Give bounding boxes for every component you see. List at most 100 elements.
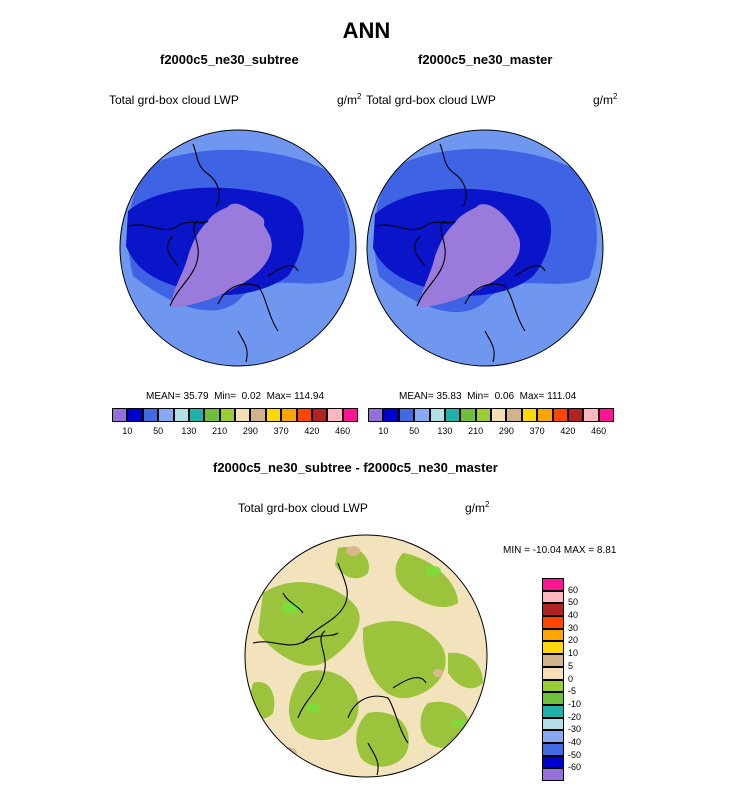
panel3-colorbar-tick-label: -40	[568, 736, 582, 747]
panel2-colorbar-tick-label: 210	[468, 426, 484, 436]
panel2-colorbar-tick-label: 420	[560, 426, 576, 436]
panel2-colorbar-swatch	[383, 408, 399, 422]
panel1-colorbar-swatch	[142, 408, 159, 422]
panel3-colorbar-tick-label: 10	[568, 648, 579, 659]
panel2-colorbar-swatch	[598, 408, 614, 422]
panel2-title: f2000c5_ne30_master	[418, 52, 553, 67]
panel3-colorbar-tick-label: -10	[568, 698, 582, 709]
panel3-colorbar-swatch	[542, 717, 564, 731]
panel3-colorbar-tick-label: -50	[568, 749, 582, 760]
panel1-mean: 35.79	[183, 391, 209, 402]
panel3-colorbar-tick-label: -5	[568, 686, 577, 697]
panel3-colorbar-swatch	[542, 654, 564, 667]
panel3-colorbar-swatch	[542, 666, 564, 680]
panel1-colorbar-swatch	[235, 408, 251, 422]
panel1-min: 0.02	[241, 391, 262, 402]
panel2-colorbar-swatch	[429, 408, 445, 422]
panel3-units: g/m2	[465, 500, 490, 515]
panel2-colorbar-swatch	[552, 408, 568, 422]
panel3-colorbar-tick-label: 50	[568, 597, 579, 608]
panel1-colorbar-tick-label: 210	[212, 426, 228, 436]
panel3-colorbar-tick-label: 60	[568, 584, 579, 595]
panel3-colorbar-tick-label: -30	[568, 724, 582, 735]
panel2-colorbar-tick-label: 460	[591, 426, 607, 436]
panel3-variable-label: Total grd-box cloud LWP	[238, 501, 368, 515]
panel2-units: g/m2	[593, 92, 618, 107]
panel1-colorbar-swatch	[327, 408, 343, 422]
panel2-colorbar-swatch	[368, 408, 384, 422]
panel3-colorbar-swatch	[542, 742, 564, 756]
panel1-title: f2000c5_ne30_subtree	[160, 52, 299, 67]
panel3-colorbar-tick-label: 30	[568, 622, 579, 633]
panel3-colorbar-swatch	[542, 692, 564, 705]
panel2-colorbar-tick-label: 370	[529, 426, 545, 436]
panel1-colorbar-swatch	[250, 408, 266, 422]
panel2-colorbar-swatch	[537, 408, 553, 422]
panel3-colorbar-swatch	[542, 679, 564, 693]
panel1-colorbar-tick-label: 460	[335, 426, 351, 436]
panel1-colorbar-swatch	[127, 408, 143, 422]
panel1-units: g/m2	[337, 92, 362, 107]
panel3-colorbar-swatch	[542, 603, 564, 617]
panel2-colorbar-swatch	[506, 408, 522, 422]
panel3-colorbar-swatch	[542, 755, 564, 769]
panel1-stats: MEAN= 35.79 Min= 0.02 Max= 114.94	[146, 391, 325, 402]
panel2-colorbar-labels: 10 50 130 210 290 370 420 460	[368, 426, 614, 438]
panel1-colorbar-swatch	[173, 408, 189, 422]
panel1-colorbar	[112, 408, 358, 422]
panel1-colorbar-tick-label: 50	[153, 426, 164, 436]
panel2-colorbar-tick-label: 50	[409, 426, 420, 436]
panel2-colorbar-swatch	[414, 408, 430, 422]
panel1-colorbar-tick-label: 290	[242, 426, 258, 436]
panel1-variable-label: Total grd-box cloud LWP	[109, 93, 239, 107]
panel3-colorbar-swatch	[542, 641, 564, 655]
figure-title: ANN	[342, 18, 391, 43]
panel1-colorbar-swatch	[342, 408, 358, 422]
panel1-colorbar-swatch	[311, 408, 328, 422]
panel2-stats: MEAN= 35.83 Min= 0.06 Max= 111.04	[399, 391, 577, 402]
panel1-colorbar-tick-label: 10	[122, 426, 133, 436]
panel1-colorbar-swatch	[112, 408, 128, 422]
panel2-min: 0.06	[494, 391, 515, 402]
panel3-colorbar-swatch	[542, 616, 564, 629]
panel2-colorbar-swatch	[398, 408, 415, 422]
panel3-colorbar-swatch	[542, 590, 564, 604]
panel3-colorbar	[542, 578, 564, 781]
panel2-variable-label: Total grd-box cloud LWP	[366, 93, 496, 107]
panel1-colorbar-swatch	[281, 408, 297, 422]
panel3-region-negative-difference-patches	[281, 566, 464, 727]
panel3-colorbar-tick-label: -20	[568, 711, 582, 722]
panel1-map	[119, 129, 357, 367]
panel3-map	[244, 534, 488, 778]
panel2-colorbar-swatch	[491, 408, 507, 422]
panel2-mean: 35.83	[436, 391, 462, 402]
panel2-colorbar-tick-label: 10	[378, 426, 389, 436]
panel3-colorbar-swatch	[542, 704, 564, 718]
panel2-colorbar-tick-label: 290	[498, 426, 514, 436]
panel3-colorbar-tick-label: 20	[568, 635, 579, 646]
panel1-colorbar-tick-label: 370	[273, 426, 289, 436]
panel1-colorbar-swatch	[265, 408, 282, 422]
panel3-colorbar-swatch	[542, 730, 564, 743]
panel1-colorbar-swatch	[296, 408, 312, 422]
panel3-stats: MIN = -10.04 MAX = 8.81	[503, 545, 617, 556]
panel1-max: 114.94	[294, 391, 325, 402]
panel2-colorbar-tick-label: 130	[437, 426, 453, 436]
panel1-colorbar-labels: 10 50 130 210 290 370 420 460	[112, 426, 358, 438]
panel3-colorbar-swatch	[542, 628, 564, 642]
panel2-colorbar	[368, 408, 614, 422]
panel1-colorbar-tick-label: 130	[181, 426, 197, 436]
panel2-max: 111.04	[547, 391, 577, 402]
panel3-colorbar-tick-label: 5	[568, 660, 574, 671]
panel2-map	[366, 129, 604, 367]
panel3-title: f2000c5_ne30_subtree - f2000c5_ne30_mast…	[213, 460, 498, 475]
panel1-colorbar-swatch	[219, 408, 235, 422]
panel2-colorbar-swatch	[583, 408, 599, 422]
panel3-colorbar-tick-label: -60	[568, 762, 582, 773]
panel1-colorbar-swatch	[204, 408, 220, 422]
panel2-colorbar-swatch	[460, 408, 476, 422]
panel3-colorbar-tick-label: 0	[568, 673, 574, 684]
panel1-colorbar-swatch	[158, 408, 174, 422]
panel3-colorbar-swatch	[542, 768, 564, 781]
panel2-region-low-lwp-greenland-arctic	[420, 204, 521, 308]
